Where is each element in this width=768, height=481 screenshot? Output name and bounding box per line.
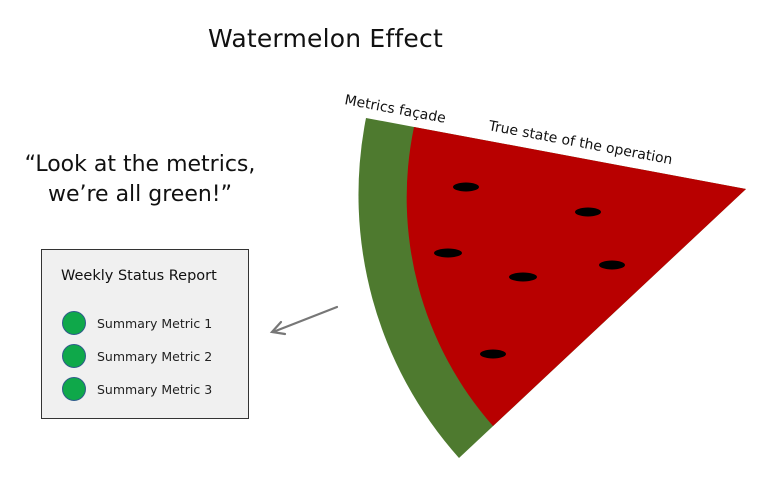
- metric-item: Summary Metric 3: [62, 375, 212, 403]
- metric-item: Summary Metric 2: [62, 342, 212, 370]
- weekly-status-report: Weekly Status Report Summary Metric 1 Su…: [41, 249, 249, 419]
- metric-label: Summary Metric 3: [97, 381, 213, 397]
- quote: “Look at the metrics, we’re all green!”: [24, 150, 256, 210]
- diagram-title: Watermelon Effect: [208, 24, 443, 53]
- seed-icon: [434, 248, 462, 258]
- arrow-icon: [269, 305, 339, 336]
- report-title: Weekly Status Report: [61, 268, 217, 284]
- metric-label: Summary Metric 2: [97, 348, 213, 364]
- seeds: [434, 182, 625, 359]
- seed-icon: [453, 182, 479, 192]
- seed-icon: [575, 207, 601, 217]
- rind-label: Metrics façade: [343, 92, 447, 127]
- seed-icon: [480, 349, 506, 359]
- seed-icon: [599, 260, 625, 270]
- seed-icon: [509, 272, 537, 282]
- quote-line-2: we’re all green!”: [47, 182, 233, 207]
- metric-item: Summary Metric 1: [62, 309, 212, 337]
- metric-label: Summary Metric 1: [97, 315, 213, 331]
- green-status-dot-icon: [62, 377, 86, 401]
- green-status-dot-icon: [62, 344, 86, 368]
- green-status-dot-icon: [62, 311, 86, 335]
- quote-line-1: “Look at the metrics,: [24, 152, 256, 177]
